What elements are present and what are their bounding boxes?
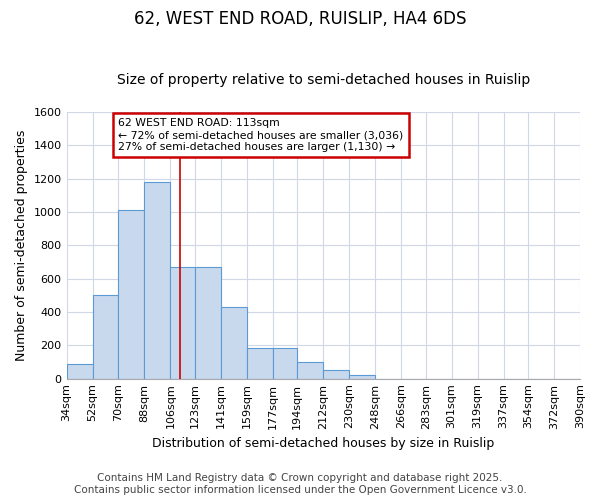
Text: 62 WEST END ROAD: 113sqm
← 72% of semi-detached houses are smaller (3,036)
27% o: 62 WEST END ROAD: 113sqm ← 72% of semi-d… (118, 118, 404, 152)
X-axis label: Distribution of semi-detached houses by size in Ruislip: Distribution of semi-detached houses by … (152, 437, 494, 450)
Bar (195, 267, 221, 378)
Bar (273, 348, 298, 378)
Bar (170, 267, 195, 378)
Bar (92, 296, 118, 378)
Bar (349, 374, 375, 378)
Bar (67, 364, 92, 378)
Bar (247, 348, 273, 378)
Title: Size of property relative to semi-detached houses in Ruislip: Size of property relative to semi-detach… (116, 73, 530, 87)
Bar (145, 182, 170, 378)
Bar (118, 210, 145, 378)
Y-axis label: Number of semi-detached properties: Number of semi-detached properties (15, 130, 28, 361)
Text: Contains HM Land Registry data © Crown copyright and database right 2025.
Contai: Contains HM Land Registry data © Crown c… (74, 474, 526, 495)
Bar (298, 362, 323, 378)
Text: 62, WEST END ROAD, RUISLIP, HA4 6DS: 62, WEST END ROAD, RUISLIP, HA4 6DS (134, 10, 466, 28)
Bar (323, 370, 349, 378)
Bar (221, 307, 247, 378)
